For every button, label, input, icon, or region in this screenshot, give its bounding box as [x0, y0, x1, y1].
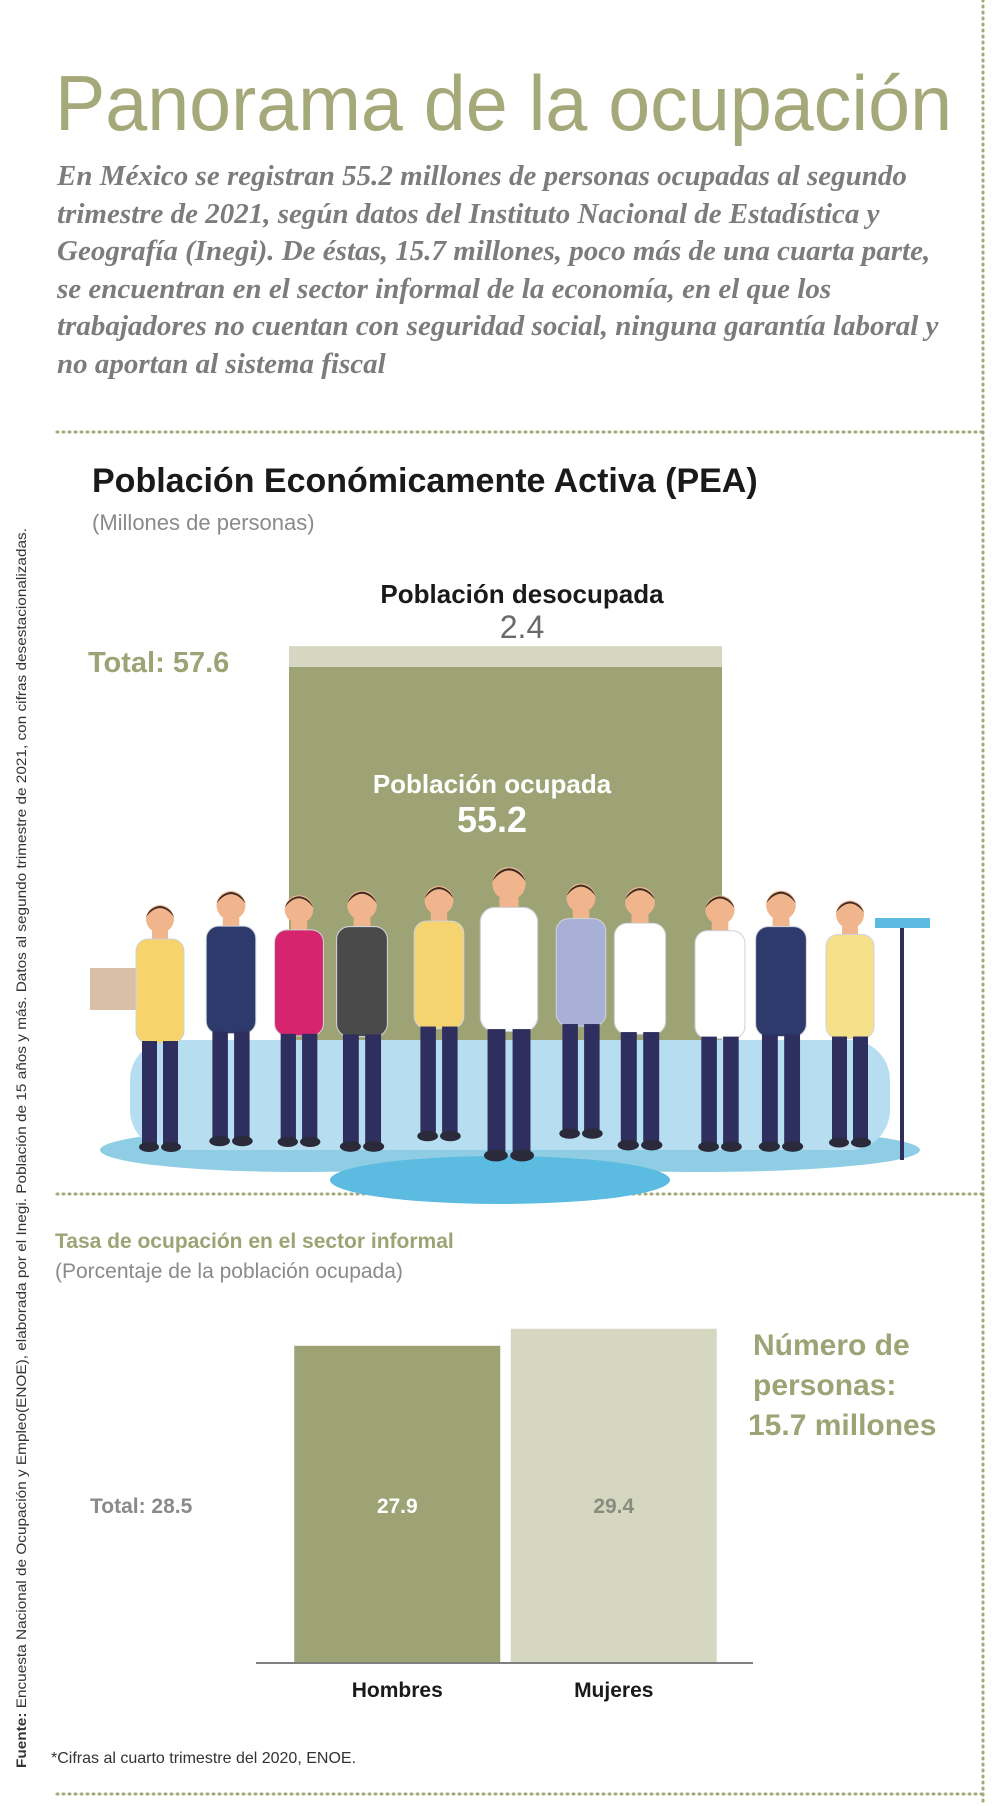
bar — [294, 1345, 501, 1662]
annotation: Número de — [753, 1329, 910, 1362]
legend-label: Población ocupada — [373, 769, 612, 799]
illustration — [90, 866, 930, 1204]
footnote: *Cifras al cuarto trimestre del 2020, EN… — [51, 1750, 356, 1767]
chart-subtitle: (Porcentaje de la población ocupada) — [55, 1260, 403, 1283]
value-label: 27.9 — [377, 1495, 418, 1518]
value-label: 2.4 — [500, 609, 544, 645]
total-label: Total: 28.5 — [90, 1495, 193, 1518]
annotation: 15.7 millones — [748, 1409, 936, 1442]
intro: En México se registran 55.2 millones de … — [57, 160, 939, 380]
source-text: Encuesta Nacional de Ocupación y Empleo(… — [13, 528, 29, 1713]
bar-segment — [289, 646, 722, 667]
annotation: personas: — [753, 1369, 896, 1402]
source-label: Fuente: — [13, 1713, 29, 1768]
legend-label: Población desocupada — [380, 579, 664, 609]
chart-title: Tasa de ocupación en el sector informal — [55, 1230, 454, 1253]
chart-subtitle: (Millones de personas) — [92, 510, 315, 535]
bar — [510, 1328, 717, 1662]
value-label: 55.2 — [457, 799, 527, 840]
value-label: 29.4 — [593, 1495, 634, 1518]
x-tick-label: Hombres — [352, 1679, 443, 1702]
page-title: Panorama de la ocupación — [55, 59, 952, 147]
source: Fuente: Encuesta Nacional de Ocupación y… — [13, 528, 29, 1768]
total-label: Total: 57.6 — [88, 647, 229, 679]
bar-group: 27.9 Hombres 29.4 Mujeres — [294, 1328, 717, 1702]
chart-title: Población Económicamente Activa (PEA) — [92, 462, 758, 500]
x-tick-label: Mujeres — [574, 1679, 653, 1702]
